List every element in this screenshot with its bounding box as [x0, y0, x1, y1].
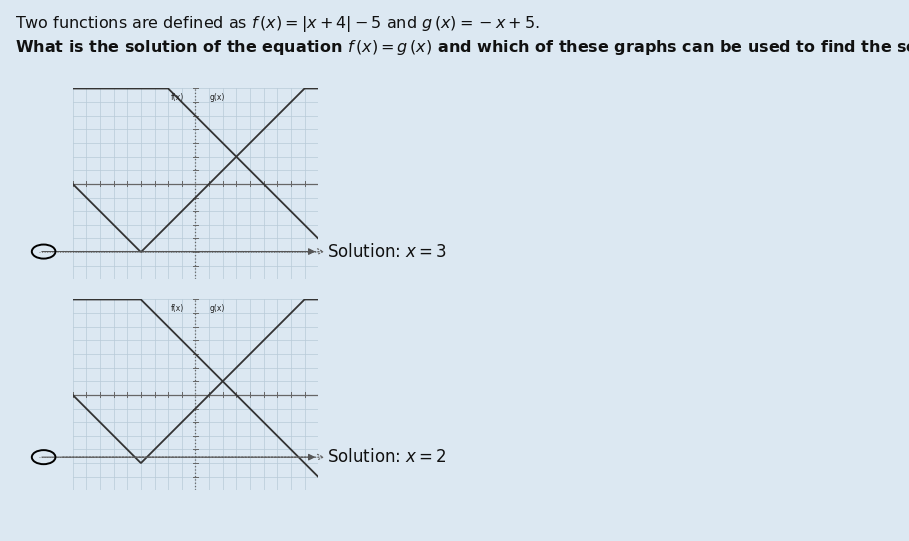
Text: What is the solution of the equation $f\,(x) = g\,(x)$ and which of these graphs: What is the solution of the equation $f\…: [15, 38, 909, 57]
Text: g(x): g(x): [210, 304, 225, 313]
Text: f(x): f(x): [171, 93, 185, 102]
Text: Two functions are defined as $f\,(x) = |x+4|-5$ and $g\,(x) = -x+5.$: Two functions are defined as $f\,(x) = |…: [15, 14, 540, 34]
Text: Solution: $x = 3$: Solution: $x = 3$: [327, 242, 447, 261]
Text: f(x): f(x): [171, 304, 185, 313]
Text: Solution: $x = 2$: Solution: $x = 2$: [327, 448, 447, 466]
Text: g(x): g(x): [210, 93, 225, 102]
